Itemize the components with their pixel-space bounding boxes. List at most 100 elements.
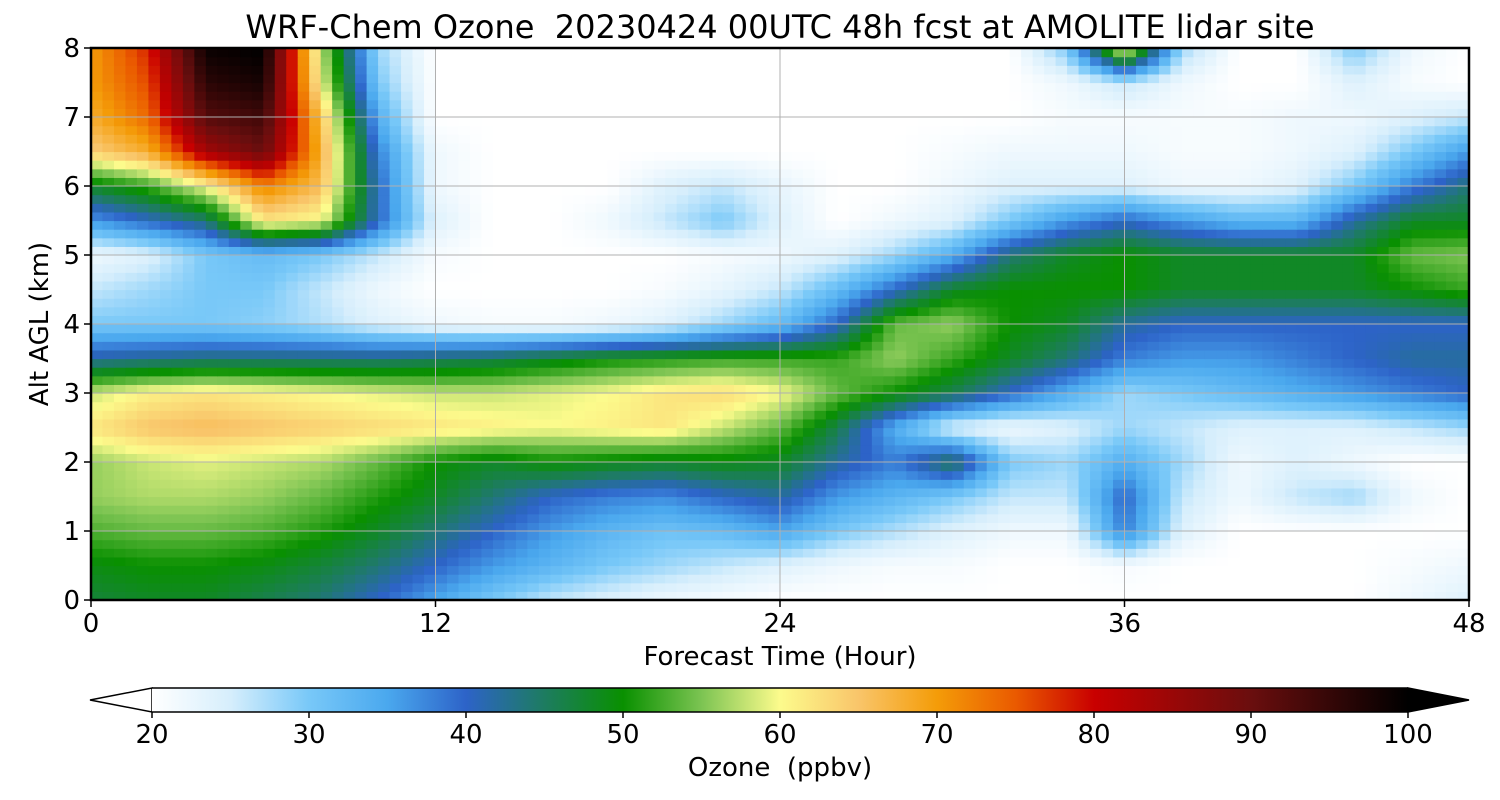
heatmap-cell xyxy=(435,462,448,472)
heatmap-cell xyxy=(366,427,379,437)
heatmap-cell xyxy=(791,315,804,325)
heatmap-cell xyxy=(435,306,448,316)
heatmap-cell xyxy=(963,237,976,247)
heatmap-cell xyxy=(332,358,345,368)
heatmap-cell xyxy=(975,272,988,282)
heatmap-cell xyxy=(1388,246,1401,256)
heatmap-cell xyxy=(1181,367,1194,377)
heatmap-cell xyxy=(527,315,540,325)
heatmap-cell xyxy=(550,306,563,316)
heatmap-cell xyxy=(1067,315,1080,325)
heatmap-cell xyxy=(159,548,172,558)
heatmap-cell xyxy=(366,393,379,403)
heatmap-cell xyxy=(1285,427,1298,437)
heatmap-cell xyxy=(757,237,770,247)
heatmap-cell xyxy=(102,375,115,385)
heatmap-cell xyxy=(1365,591,1378,600)
heatmap-cell xyxy=(1411,349,1424,360)
heatmap-cell xyxy=(378,531,391,541)
heatmap-cell xyxy=(1216,280,1229,291)
heatmap-cell xyxy=(389,505,402,515)
heatmap-cell xyxy=(894,591,907,600)
heatmap-cell xyxy=(596,582,609,592)
heatmap-cell xyxy=(424,315,437,325)
heatmap-cell xyxy=(125,237,138,247)
heatmap-cell xyxy=(401,582,414,592)
heatmap-cell xyxy=(1457,513,1469,523)
heatmap-cell xyxy=(975,436,988,446)
heatmap-cell xyxy=(378,453,391,463)
heatmap-cell xyxy=(1032,496,1045,506)
heatmap-cell xyxy=(1009,470,1022,480)
heatmap-cell xyxy=(159,375,172,385)
heatmap-cell xyxy=(722,332,735,342)
heatmap-cell xyxy=(389,332,402,342)
heatmap-cell xyxy=(159,272,172,282)
heatmap-cell xyxy=(642,487,655,498)
heatmap-cell xyxy=(251,505,264,515)
heatmap-cell xyxy=(1032,591,1045,600)
heatmap-cell xyxy=(217,341,230,351)
heatmap-cell xyxy=(929,565,942,575)
heatmap-cell xyxy=(446,496,460,506)
heatmap-cell xyxy=(952,436,965,446)
heatmap-cell xyxy=(711,289,724,299)
heatmap-cell xyxy=(1158,487,1172,498)
heatmap-cell xyxy=(1285,565,1298,575)
heatmap-cell xyxy=(366,487,379,498)
heatmap-cell xyxy=(412,349,425,360)
heatmap-cell xyxy=(435,263,448,273)
heatmap-cell xyxy=(1354,548,1367,558)
heatmap-cell xyxy=(458,591,471,600)
heatmap-cell xyxy=(952,591,965,600)
heatmap-cell xyxy=(963,324,976,334)
heatmap-cell xyxy=(102,531,115,541)
heatmap-cell xyxy=(699,591,712,600)
heatmap-cell xyxy=(1204,315,1217,325)
heatmap-cell xyxy=(1388,539,1401,549)
heatmap-cell xyxy=(1193,332,1206,342)
heatmap-cell xyxy=(1113,427,1126,437)
heatmap-cell xyxy=(745,513,758,523)
heatmap-cell xyxy=(940,453,953,463)
heatmap-cell xyxy=(573,427,586,437)
heatmap-cell xyxy=(1170,418,1183,429)
heatmap-cell xyxy=(1423,539,1436,549)
heatmap-cell xyxy=(205,436,218,446)
heatmap-cell xyxy=(297,341,310,351)
heatmap-cell xyxy=(883,306,896,316)
heatmap-cell xyxy=(504,565,517,575)
heatmap-cell xyxy=(1319,531,1332,541)
heatmap-cell xyxy=(929,436,942,446)
heatmap-cell xyxy=(860,539,873,549)
heatmap-cell xyxy=(1021,462,1034,472)
heatmap-cell xyxy=(1457,246,1469,256)
heatmap-cell xyxy=(734,246,747,256)
heatmap-cell xyxy=(263,324,276,334)
heatmap-cell xyxy=(802,393,816,403)
heatmap-cell xyxy=(1021,539,1034,549)
heatmap-cell xyxy=(986,591,999,600)
heatmap-cell xyxy=(1090,548,1103,558)
heatmap-cell xyxy=(561,324,574,334)
heatmap-cell xyxy=(1193,479,1206,489)
heatmap-cell xyxy=(1457,341,1469,351)
heatmap-cell xyxy=(332,522,345,532)
heatmap-cell xyxy=(240,444,253,454)
heatmap-cell xyxy=(113,427,127,437)
heatmap-cell xyxy=(791,263,804,273)
heatmap-cell xyxy=(1411,427,1424,437)
heatmap-cell xyxy=(435,324,448,334)
heatmap-cell xyxy=(573,462,586,472)
heatmap-cell xyxy=(1434,255,1447,265)
heatmap-cell xyxy=(492,479,505,489)
heatmap-cell xyxy=(1170,255,1183,265)
heatmap-cell xyxy=(1055,280,1068,291)
heatmap-cell xyxy=(148,410,161,420)
heatmap-cell xyxy=(963,393,976,403)
heatmap-cell xyxy=(240,315,253,325)
heatmap-cell xyxy=(401,375,414,385)
heatmap-cell xyxy=(596,246,609,256)
heatmap-cell xyxy=(1308,367,1321,377)
heatmap-cell xyxy=(102,315,115,325)
